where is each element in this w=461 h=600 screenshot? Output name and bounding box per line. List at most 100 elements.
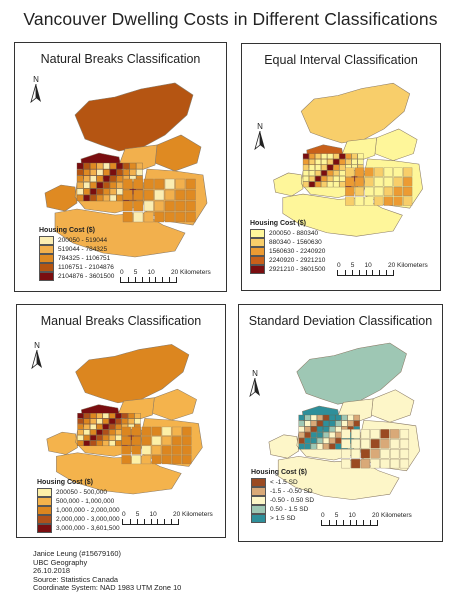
- legend: Housing Cost ($) < -1.5 SD -1.5 - -0.50 SD…: [251, 469, 314, 523]
- census-tract: [116, 175, 123, 182]
- legend-item: 0.50 - 1.5 SD: [251, 505, 314, 514]
- census-tract: [133, 200, 144, 212]
- scale-tick-label: 10: [149, 511, 157, 518]
- census-tract: [96, 418, 103, 425]
- census-tract: [96, 182, 104, 189]
- census-tract: [323, 443, 330, 450]
- census-tract: [109, 435, 116, 441]
- legend-label: 1560630 - 2240920: [269, 248, 326, 255]
- census-tract: [399, 429, 410, 439]
- census-tract: [304, 432, 311, 438]
- census-tract: [109, 169, 117, 176]
- legend-swatch: [37, 515, 52, 524]
- census-tract: [316, 443, 324, 450]
- census-tract: [121, 445, 131, 455]
- census-tract: [316, 420, 324, 427]
- census-tract: [403, 196, 413, 206]
- legend-title: Housing Cost ($): [251, 469, 307, 476]
- census-tract: [161, 455, 172, 465]
- map-panel-standard-deviation: Standard Deviation Classification N Hous…: [238, 304, 443, 542]
- legend-label: 2240920 - 2921210: [269, 257, 326, 264]
- census-tract: [109, 413, 116, 419]
- legend-item: -1.5 - -0.50 SD: [251, 487, 314, 496]
- census-tract: [403, 177, 413, 187]
- census-tract: [354, 186, 364, 196]
- legend-title: Housing Cost ($): [37, 479, 93, 486]
- census-tract: [351, 429, 361, 439]
- legend-swatch: [251, 478, 266, 487]
- census-tract: [323, 432, 330, 438]
- map-region-north: [75, 344, 190, 404]
- census-tract: [122, 200, 133, 212]
- census-tract: [103, 175, 110, 182]
- census-tract: [175, 178, 186, 190]
- census-tract: [345, 153, 352, 160]
- scale-tick-label: 5: [135, 511, 140, 518]
- census-tract: [390, 458, 400, 469]
- census-tract: [96, 175, 104, 182]
- census-tract: [83, 175, 90, 182]
- legend-swatch: [37, 506, 52, 515]
- census-tract: [321, 159, 328, 165]
- census-tract: [321, 164, 328, 171]
- census-tract: [302, 164, 309, 171]
- census-tract: [370, 439, 380, 449]
- legend-label: < -1.5 SD: [270, 479, 298, 486]
- census-tract: [315, 159, 322, 165]
- census-tract: [310, 420, 317, 427]
- legend-swatch: [251, 505, 266, 514]
- census-tract: [333, 175, 340, 182]
- census-tract: [151, 436, 162, 446]
- panel-title: Equal Interval Classification: [264, 53, 418, 67]
- scale-tick-label: 10: [147, 269, 155, 276]
- scale-tick-label: 0: [120, 269, 124, 276]
- census-tract: [161, 426, 172, 436]
- census-tract: [347, 414, 354, 421]
- census-tract: [393, 177, 403, 187]
- census-tract: [109, 175, 117, 182]
- legend-label: 200050 - 519044: [58, 237, 108, 244]
- census-tract: [102, 435, 109, 441]
- census-tract: [185, 189, 196, 201]
- scale-tick-label: 0: [321, 512, 325, 519]
- census-tract: [141, 426, 152, 436]
- census-tract: [308, 170, 315, 176]
- census-tract: [329, 414, 336, 421]
- census-tract: [339, 170, 346, 176]
- scale-tick-label: 5: [350, 262, 355, 269]
- census-tract: [115, 440, 122, 447]
- legend-item: 1106751 - 2104876: [39, 263, 114, 272]
- census-tract: [90, 162, 97, 170]
- census-tract: [339, 181, 346, 188]
- legend-item: 2240920 - 2921210: [250, 256, 325, 265]
- census-tract: [90, 169, 97, 176]
- census-tract: [364, 186, 374, 196]
- legend-item: 200050 - 519044: [39, 236, 114, 245]
- census-tract: [298, 437, 305, 444]
- census-tract: [360, 429, 370, 439]
- legend-item: 1560630 - 2240920: [250, 247, 325, 256]
- census-tract: [353, 420, 360, 427]
- legend-swatch: [37, 497, 52, 506]
- census-tract: [121, 436, 131, 446]
- census-tract: [335, 414, 342, 421]
- map-region-ne: [374, 128, 418, 161]
- census-tract: [302, 159, 309, 165]
- legend-swatch: [39, 245, 54, 254]
- census-tract: [341, 414, 348, 421]
- census-tract: [393, 186, 403, 196]
- census-tract: [327, 159, 334, 165]
- census-tract: [354, 177, 364, 187]
- legend-label: 880340 - 1560630: [269, 239, 322, 246]
- census-tract: [134, 413, 141, 419]
- census-tract: [393, 167, 403, 177]
- census-tract: [323, 420, 330, 427]
- census-tract: [339, 164, 346, 171]
- legend-swatch: [39, 236, 54, 245]
- scale-tick-label: 10: [348, 512, 356, 519]
- scale-bar: 0 5 10 20 Kilometers: [122, 511, 222, 525]
- census-tract: [90, 440, 97, 447]
- census-tract: [76, 175, 84, 182]
- census-tract: [329, 437, 336, 444]
- census-tract: [374, 196, 384, 206]
